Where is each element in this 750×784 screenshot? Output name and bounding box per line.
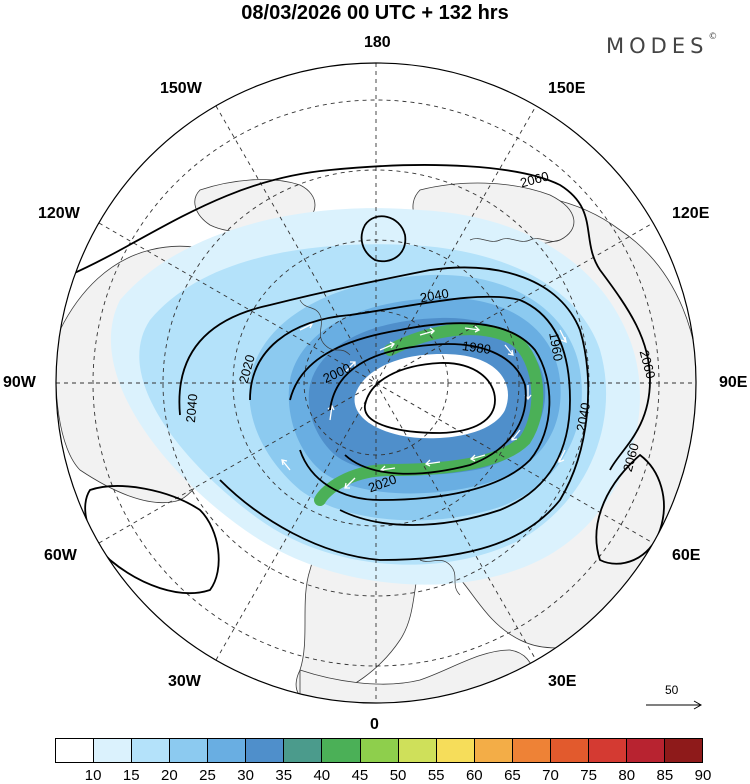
wind-vector bbox=[419, 327, 435, 336]
lon-label-0: 0 bbox=[370, 716, 379, 733]
contour-2040 bbox=[178, 266, 590, 561]
colorbar-swatch bbox=[512, 739, 551, 762]
wind-vector bbox=[424, 459, 441, 467]
lon-label-60w: 60W bbox=[44, 547, 77, 564]
colorbar-tick-label: 55 bbox=[427, 767, 445, 784]
colorbar-tick-label: 70 bbox=[542, 767, 559, 784]
contour-2020 bbox=[249, 295, 571, 526]
contour-label: 2060 bbox=[637, 348, 659, 380]
lon-label-30e: 30E bbox=[548, 673, 577, 690]
lon-label-120e: 120E bbox=[672, 205, 710, 222]
reference-vector-label: 50 bbox=[665, 683, 679, 697]
colorbar-tick-label: 45 bbox=[351, 767, 369, 784]
meridian-150 bbox=[215, 105, 537, 661]
contour-2060-arctic bbox=[360, 215, 407, 263]
colorbar-swatch bbox=[550, 739, 589, 762]
colorbar-tick-label: 25 bbox=[199, 767, 216, 784]
wind-vector bbox=[344, 477, 356, 489]
contour-label: 2040 bbox=[573, 401, 593, 432]
logo-copyright: © bbox=[708, 32, 718, 42]
meridian-30 bbox=[215, 105, 537, 661]
colorbar-tick-label: 10 bbox=[84, 767, 102, 784]
colorbar-tick-label: 20 bbox=[161, 767, 178, 784]
contour-label: 2060 bbox=[519, 168, 551, 190]
meridian-120 bbox=[98, 222, 654, 544]
colorbar-swatch bbox=[588, 739, 627, 762]
colorbar-tick-label: 80 bbox=[618, 767, 636, 784]
colorbar-swatch bbox=[56, 739, 95, 762]
modes-logo: MODES© bbox=[606, 32, 718, 58]
colorbar-swatch bbox=[132, 739, 171, 762]
colorbar-swatch bbox=[94, 739, 133, 762]
lon-label-150w: 150W bbox=[160, 80, 202, 97]
meridian-60 bbox=[98, 222, 654, 544]
lon-label-60e: 60E bbox=[672, 547, 701, 564]
colorbar-swatch bbox=[626, 739, 665, 762]
wind-vector bbox=[504, 344, 514, 356]
wind-vector bbox=[379, 341, 395, 351]
colorbar-tick-label: 65 bbox=[504, 767, 521, 784]
contour-1960 bbox=[364, 362, 496, 434]
coastline bbox=[419, 559, 461, 596]
colorbar-tick-label: 40 bbox=[313, 767, 331, 784]
lon-label-30w: 30W bbox=[168, 673, 201, 690]
wind-vector bbox=[344, 361, 356, 373]
coastline bbox=[299, 299, 351, 356]
coastline bbox=[469, 238, 561, 242]
lon-label-90e: 90E bbox=[719, 374, 748, 391]
wind-vector bbox=[281, 459, 291, 471]
contour-label: 1960 bbox=[546, 331, 566, 362]
coastline-detail bbox=[299, 238, 561, 596]
colorbar-swatch bbox=[208, 739, 247, 762]
colorbar-swatch bbox=[665, 739, 703, 762]
lon-label-90w: 90W bbox=[3, 374, 36, 391]
contour-2060-right bbox=[595, 453, 665, 565]
lon-label-150e: 150E bbox=[548, 80, 586, 97]
polar-map: 2060 2040 2020 2000 1980 1960 2020 2060 … bbox=[55, 62, 697, 704]
wind-vector bbox=[469, 454, 486, 462]
reference-vector-arrow bbox=[646, 700, 703, 710]
colorbar-swatch bbox=[360, 739, 399, 762]
colorbar-swatch bbox=[246, 739, 285, 762]
logo-text: MODES bbox=[606, 34, 709, 58]
contour-2000 bbox=[289, 322, 551, 501]
map-border bbox=[55, 62, 697, 704]
colorbar-tick-label: 85 bbox=[656, 767, 674, 784]
colorbar-tick-label: 90 bbox=[694, 767, 712, 784]
contour-label: 1980 bbox=[461, 338, 492, 357]
colorbar-swatch bbox=[322, 739, 361, 762]
colorbar-swatch bbox=[474, 739, 513, 762]
colorbar-tick-label: 15 bbox=[122, 767, 140, 784]
contour-label: 2020 bbox=[236, 353, 258, 385]
map-title: 08/03/2026 00 UTC + 132 hrs bbox=[241, 2, 509, 24]
height-contours bbox=[69, 164, 665, 594]
lon-label-180: 180 bbox=[364, 34, 391, 51]
contour-label: 2040 bbox=[419, 286, 450, 306]
colorbar-swatch bbox=[398, 739, 437, 762]
lon-label-120w: 120W bbox=[38, 205, 80, 222]
contour-label: 2060 bbox=[620, 441, 642, 473]
shade-inner-vortex bbox=[354, 354, 508, 439]
wind-vector bbox=[464, 325, 481, 333]
colorbar-swatch bbox=[284, 739, 323, 762]
wind-vector bbox=[327, 405, 335, 421]
colorbar-tick-label: 50 bbox=[389, 767, 407, 784]
colorbar-tick-label: 35 bbox=[275, 767, 293, 784]
wind-vectors bbox=[281, 322, 567, 489]
colorbar-tick-label: 60 bbox=[465, 767, 483, 784]
contour-2060-outer bbox=[69, 164, 651, 471]
contour-1980 bbox=[329, 343, 527, 475]
land-africa bbox=[299, 649, 535, 703]
wind-vector bbox=[559, 329, 567, 344]
colorbar-swatch bbox=[436, 739, 475, 762]
colorbar-tick-label: 30 bbox=[237, 767, 254, 784]
colorbar-swatch bbox=[170, 739, 209, 762]
colorbar-tick-label: 75 bbox=[580, 767, 597, 784]
wind-speed-colorbar bbox=[55, 738, 703, 763]
contour-label: 2040 bbox=[183, 393, 200, 423]
